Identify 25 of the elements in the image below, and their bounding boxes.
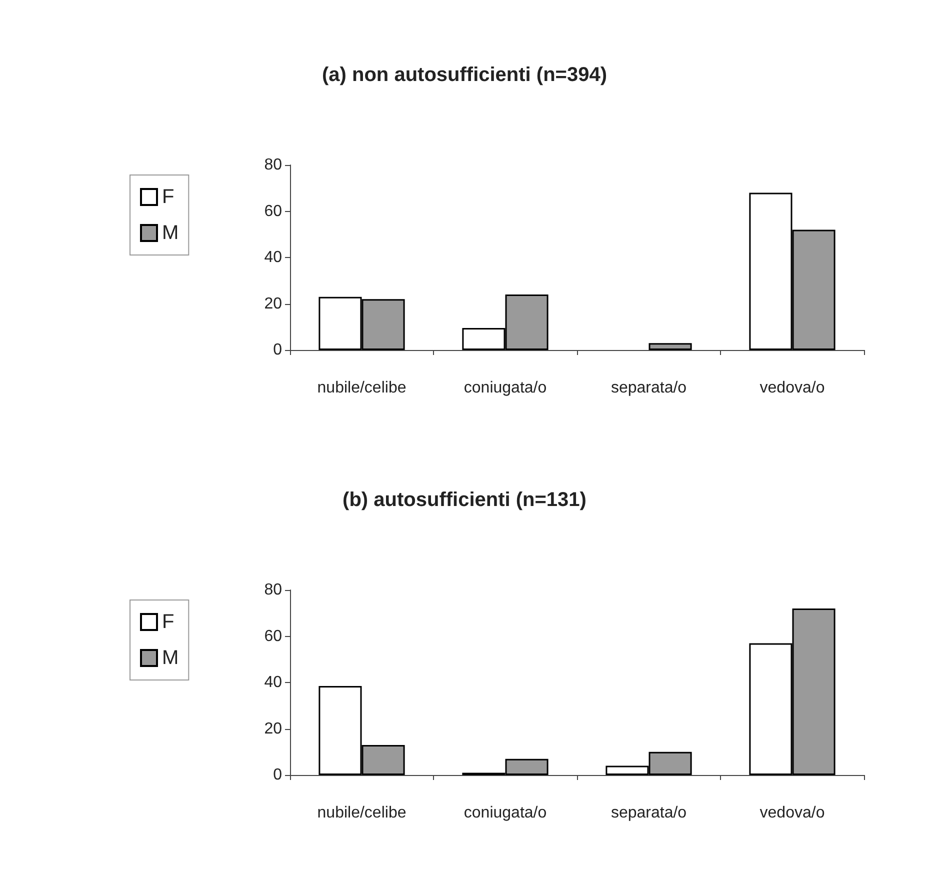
y-tick-label: 40 bbox=[264, 249, 282, 266]
bar bbox=[648, 343, 692, 350]
chart-title: (a) non autosufficienti (n=394) bbox=[322, 64, 608, 86]
x-tick-label: vedova/o bbox=[760, 804, 825, 822]
legend-label: F bbox=[162, 186, 174, 208]
y-tick-label: 60 bbox=[264, 202, 282, 220]
x-tick-label: nubile/celibe bbox=[317, 804, 406, 822]
x-tick-label: separata/o bbox=[610, 380, 687, 396]
y-tick-label: 80 bbox=[264, 156, 282, 174]
chart-title: (b) autosufficienti (n=131) bbox=[342, 489, 586, 511]
y-tick-label: 40 bbox=[264, 674, 282, 691]
y-tick-label: 0 bbox=[273, 342, 282, 358]
x-tick-label: coniugata/o bbox=[464, 804, 547, 822]
legend-label: M bbox=[162, 222, 179, 244]
legend-label: F bbox=[162, 611, 174, 633]
y-tick-label: 0 bbox=[273, 766, 282, 784]
x-tick-label: separata/o bbox=[610, 804, 687, 822]
x-tick-label: vedova/o bbox=[760, 380, 825, 396]
x-tick-label: coniugata/o bbox=[464, 380, 547, 396]
x-tick-label: nubile/celibe bbox=[317, 380, 406, 396]
y-tick-label: 20 bbox=[264, 720, 282, 738]
y-tick-label: 80 bbox=[264, 582, 282, 598]
y-tick-label: 60 bbox=[264, 628, 282, 645]
y-tick-label: 20 bbox=[264, 295, 282, 312]
legend-label: M bbox=[162, 647, 179, 669]
